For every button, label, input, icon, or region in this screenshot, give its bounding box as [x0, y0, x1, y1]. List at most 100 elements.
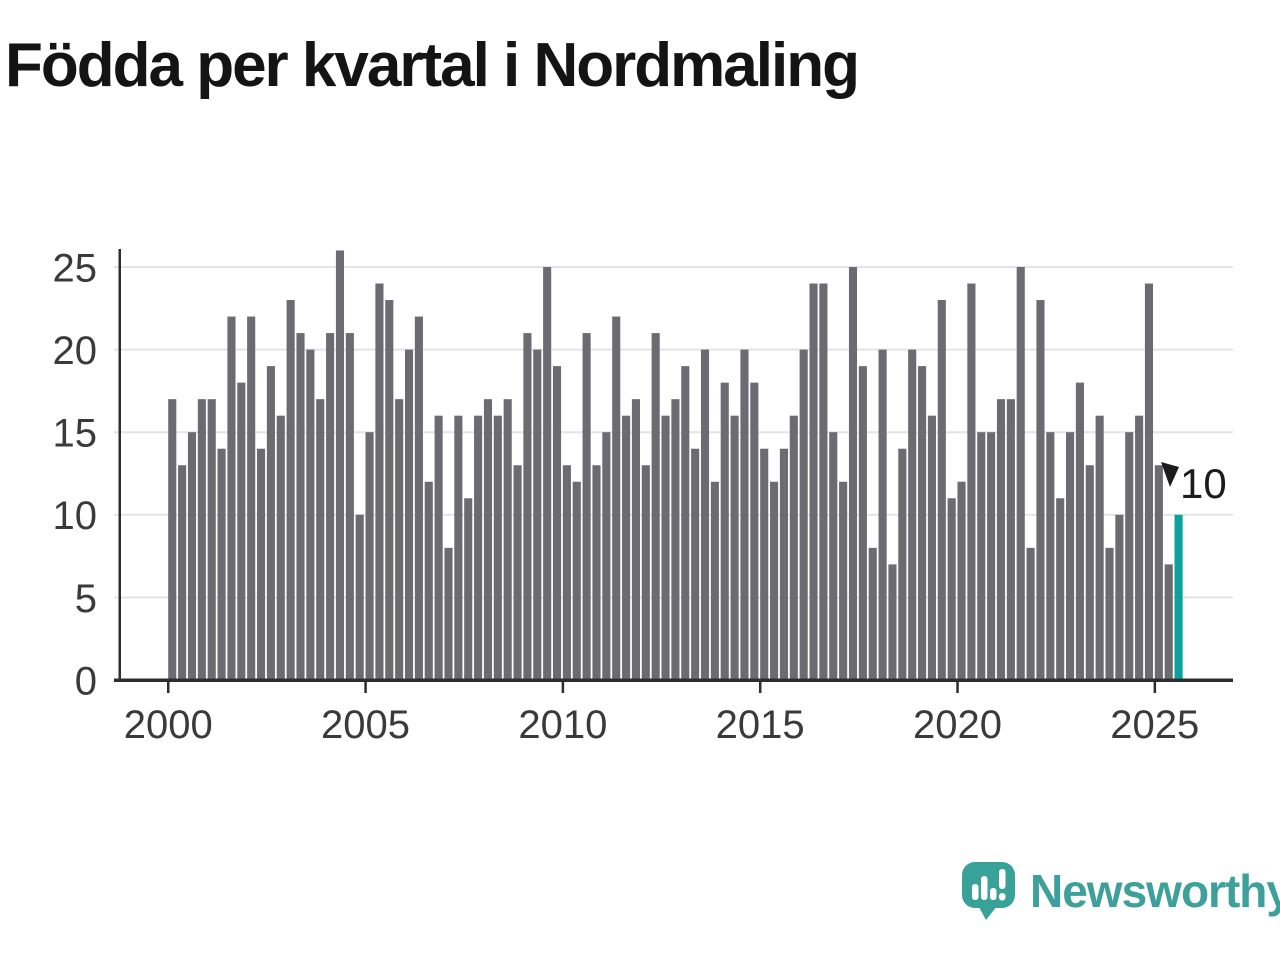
bar: [256, 448, 266, 680]
bar: [454, 415, 463, 680]
bar: [503, 399, 512, 680]
bar: [918, 366, 927, 680]
x-axis-tick: [956, 682, 959, 693]
bar: [868, 547, 877, 680]
bar: [1085, 465, 1094, 680]
bar: [247, 316, 256, 680]
bar: [967, 283, 976, 680]
logo-bar-2: [981, 876, 988, 900]
bar: [799, 349, 808, 680]
bar: [789, 415, 798, 680]
bar: [572, 481, 581, 680]
bar: [671, 399, 680, 680]
bar: [908, 349, 917, 680]
x-axis-tick: [1153, 682, 1157, 693]
x-axis-label: 2025: [1110, 703, 1199, 747]
bar: [927, 415, 936, 680]
bar: [296, 333, 305, 680]
y-axis-line: [118, 249, 121, 682]
bar: [770, 481, 779, 680]
bar: [276, 415, 285, 680]
bar: [1115, 514, 1124, 680]
bar: [237, 382, 246, 680]
chart-title: Födda per kvartal i Nordmaling: [5, 31, 860, 100]
x-axis-label: 2020: [913, 703, 1002, 747]
logo-exclamation-stem: [999, 869, 1006, 889]
newsworthy-wordmark: Newsworthy: [1030, 865, 1280, 917]
y-axis-label: 25: [53, 246, 98, 290]
bar: [266, 366, 275, 680]
bar: [414, 316, 423, 680]
bar: [1066, 432, 1075, 680]
bar: [1135, 415, 1144, 680]
bar: [1144, 283, 1154, 680]
bar: [710, 481, 719, 680]
x-axis-label: 2010: [518, 703, 607, 747]
bar: [523, 333, 532, 680]
bar: [730, 415, 739, 680]
bar: [839, 481, 848, 680]
bar: [1006, 399, 1015, 680]
bar: [345, 333, 354, 680]
bar: [207, 399, 216, 680]
bar: [197, 399, 206, 680]
bar: [1036, 300, 1045, 680]
y-axis-label: 10: [53, 494, 98, 538]
bar: [1026, 547, 1035, 680]
bar: [700, 349, 710, 680]
bar: [326, 333, 335, 680]
bar: [335, 250, 345, 681]
bar: [1154, 465, 1163, 680]
logo-exclamation-dot: [999, 893, 1006, 901]
bar: [178, 465, 187, 680]
bar: [1016, 267, 1025, 680]
bar: [375, 283, 384, 680]
bar: [829, 432, 838, 680]
bar: [1164, 564, 1173, 680]
bar: [602, 432, 611, 680]
highlighted-bar: [1174, 514, 1183, 680]
bar: [395, 399, 404, 680]
bar: [306, 349, 315, 680]
bar: [612, 316, 621, 680]
bar: [365, 432, 374, 680]
x-axis-line: [114, 678, 1233, 682]
bar: [937, 300, 946, 680]
logo-bar-3: [990, 888, 997, 900]
x-axis-tick: [561, 682, 565, 693]
y-axis-label: 20: [53, 329, 98, 373]
bar: [740, 349, 749, 680]
bar: [404, 349, 414, 680]
y-axis-label: 15: [53, 412, 98, 456]
bar: [533, 349, 542, 680]
bar: [483, 399, 493, 680]
x-axis-tick: [758, 682, 762, 693]
x-axis-label: 2005: [321, 703, 410, 747]
bar: [720, 382, 729, 680]
bar: [681, 366, 690, 680]
x-axis-label: 2015: [716, 703, 805, 747]
newsworthy-logo-icon: [962, 862, 1015, 920]
bar: [424, 481, 433, 680]
bar: [750, 382, 759, 680]
bar: [316, 399, 325, 680]
bar: [819, 283, 828, 680]
bar: [858, 366, 867, 680]
bar: [552, 366, 562, 680]
bar: [562, 465, 571, 680]
bar: [1095, 415, 1104, 680]
bar: [760, 448, 769, 680]
bar: [691, 448, 700, 680]
y-axis-label: 5: [75, 577, 97, 621]
bar: [543, 267, 552, 680]
bar: [779, 448, 788, 680]
bar: [444, 547, 453, 680]
logo-bar-1: [972, 884, 979, 900]
speech-bubble-shape: [962, 862, 1015, 920]
bar: [385, 300, 394, 680]
bar: [592, 465, 601, 680]
bar: [631, 399, 640, 680]
bar: [434, 415, 443, 680]
bar: [957, 481, 966, 680]
